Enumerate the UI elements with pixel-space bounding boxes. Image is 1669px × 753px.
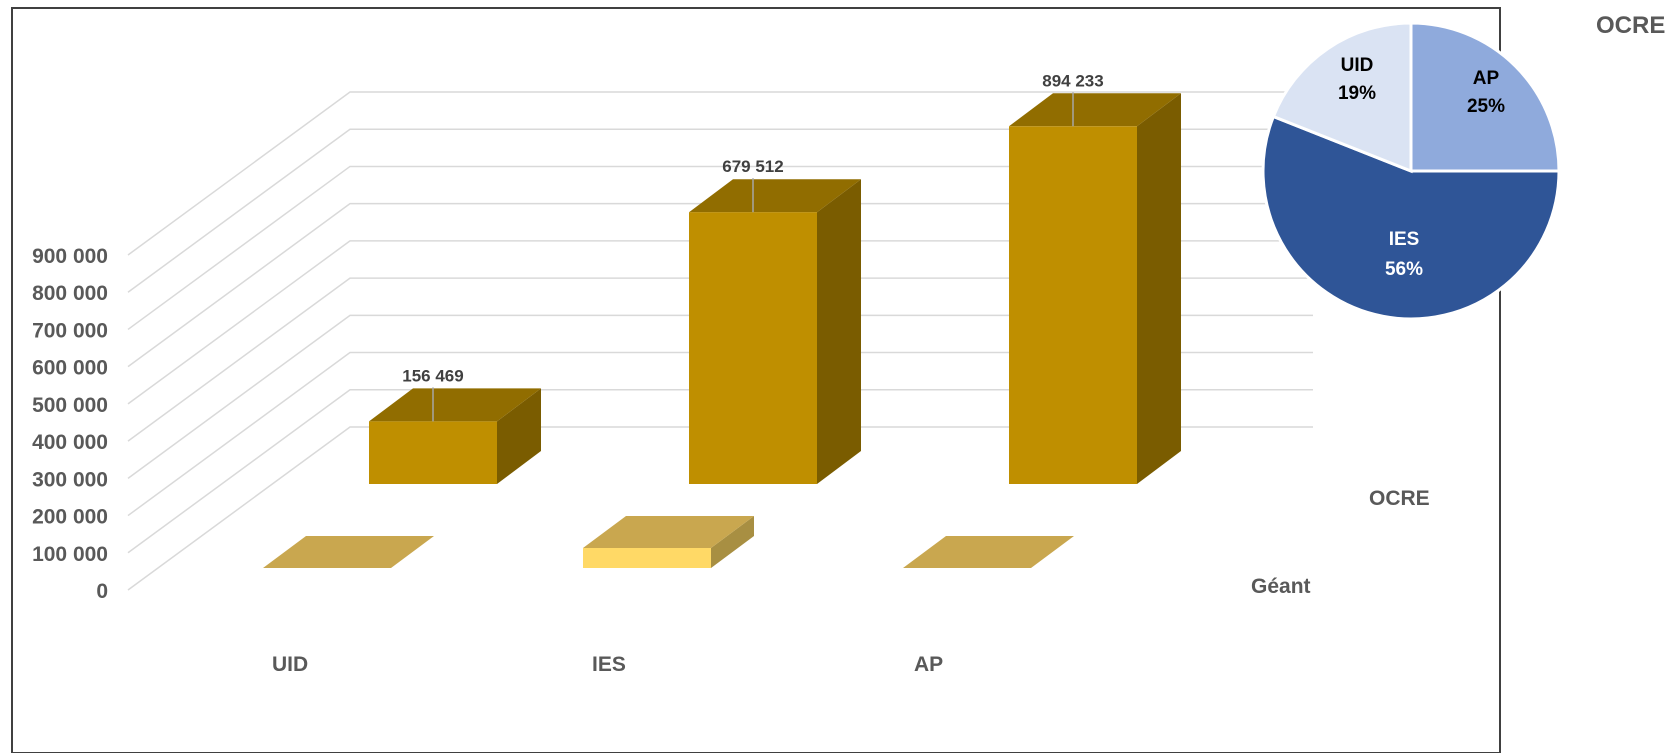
- gridline: [127, 202, 1313, 368]
- bar-top: [583, 516, 754, 548]
- data-label: 156 469: [402, 366, 463, 385]
- bar-top: [1009, 93, 1181, 127]
- bar-front: [689, 212, 817, 485]
- category-label: UID: [272, 653, 308, 676]
- gridline: [127, 314, 1313, 479]
- pie-slice-ies: [1261, 114, 1561, 321]
- bar-geant-ap: [903, 536, 1074, 568]
- y-tick-label: 800 000: [32, 282, 108, 305]
- pie-slice-percent: 19%: [1338, 83, 1376, 104]
- bar-geant-uid: [263, 536, 434, 568]
- y-tick-label: 500 000: [32, 394, 108, 417]
- gridline: [127, 128, 1313, 293]
- pie-slice-ap: [1409, 21, 1561, 173]
- y-tick-labels: 0 100 000 200 000 300 000 400 000 500 000 600 …: [32, 245, 108, 603]
- gridline: [127, 240, 1313, 405]
- bar-ocre-ies: 679 512: [689, 157, 861, 485]
- gridline: [127, 91, 1313, 256]
- gridline: [127, 277, 1313, 442]
- bar-front: [583, 548, 711, 568]
- gridlines: [127, 91, 1313, 591]
- pie-title: OCRE: [1596, 12, 1665, 39]
- geant-series: [263, 516, 1074, 568]
- bar-side: [817, 179, 861, 485]
- y-tick-label: 700 000: [32, 319, 108, 342]
- gridline: [127, 426, 1313, 591]
- bar-side: [497, 388, 541, 484]
- pie-slice-uid: [1271, 21, 1413, 174]
- y-tick-label: 100 000: [32, 543, 108, 566]
- gridline: [127, 165, 1313, 331]
- y-tick-label: 200 000: [32, 506, 108, 529]
- gridline: [127, 389, 1313, 554]
- category-label: IES: [592, 653, 626, 676]
- pie-chart: AP 25% IES 56% UID 19%: [1261, 21, 1561, 321]
- pie-slice-label: AP: [1473, 68, 1500, 89]
- ocre-series: 156 469 679 512 894 233: [369, 71, 1181, 485]
- bar-top: [263, 536, 434, 568]
- y-tick-label: 400 000: [32, 431, 108, 454]
- y-tick-label: 300 000: [32, 468, 108, 491]
- bar-side: [1137, 93, 1181, 485]
- pie-slice-percent: 25%: [1467, 96, 1505, 117]
- pie-slice-percent: 56%: [1385, 259, 1423, 280]
- series-label-ocre: OCRE: [1369, 487, 1430, 510]
- bar-front: [1009, 126, 1137, 485]
- data-label: 679 512: [722, 157, 783, 176]
- bar-geant-ies: [583, 516, 754, 568]
- y-tick-label: 0: [96, 580, 108, 603]
- bar-side: [711, 516, 754, 568]
- bar-ocre-ap: 894 233: [1009, 71, 1181, 485]
- pie-slice-label: UID: [1341, 55, 1374, 76]
- bar-top: [369, 388, 541, 422]
- series-label-geant: Géant: [1251, 575, 1311, 598]
- bar-top: [903, 536, 1074, 568]
- y-tick-label: 900 000: [32, 245, 108, 268]
- bar-front: [369, 421, 497, 484]
- bar-top: [689, 179, 861, 213]
- category-labels: UID IES AP: [272, 653, 943, 676]
- bar-ocre-uid: 156 469: [369, 366, 541, 484]
- category-label: AP: [914, 653, 943, 676]
- data-label: 894 233: [1042, 71, 1103, 90]
- gridline: [127, 351, 1313, 517]
- pie-slice-label: IES: [1389, 229, 1420, 250]
- y-tick-label: 600 000: [32, 357, 108, 380]
